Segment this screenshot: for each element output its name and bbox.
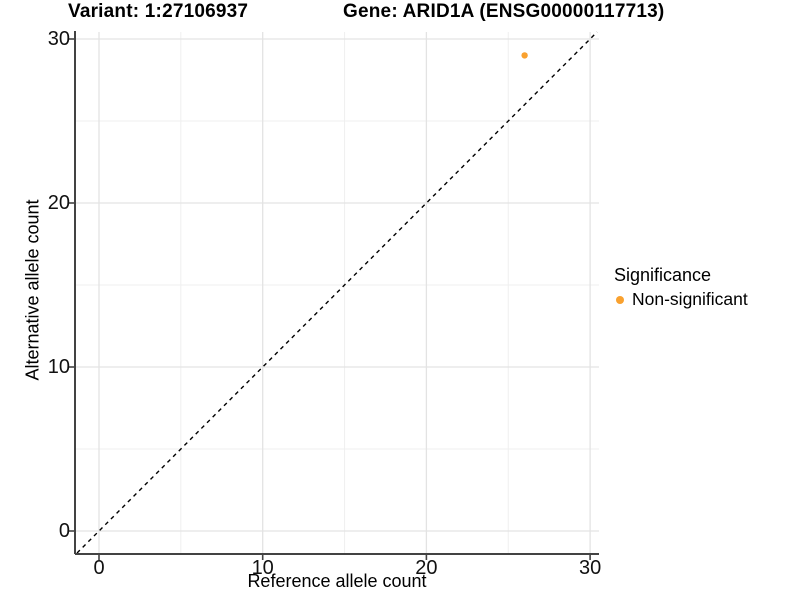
plot-title-variant: Variant: 1:27106937 xyxy=(68,1,249,22)
data-point xyxy=(521,52,528,59)
legend: Significance Non-significant xyxy=(614,265,748,310)
y-tick-label: 20 xyxy=(47,192,70,214)
x-tick-label: 0 xyxy=(93,557,105,579)
plot-title-gene: Gene: ARID1A (ENSG00000117713) xyxy=(343,1,665,22)
legend-point-icon xyxy=(616,296,624,304)
legend-item-non-significant: Non-significant xyxy=(614,289,748,310)
x-tick-label: 10 xyxy=(251,557,274,579)
x-axis-title: Reference allele count xyxy=(247,571,427,591)
identity-line xyxy=(76,31,598,554)
y-tick-label: 10 xyxy=(47,356,70,378)
y-tick-label: 0 xyxy=(58,520,70,542)
legend-item-label: Non-significant xyxy=(632,289,748,309)
y-tick-label: 30 xyxy=(47,28,70,50)
x-tick-label: 30 xyxy=(578,557,602,579)
legend-title: Significance xyxy=(614,265,712,285)
x-tick-label: 20 xyxy=(415,557,438,579)
y-axis-title: Alternative allele count xyxy=(22,199,43,381)
